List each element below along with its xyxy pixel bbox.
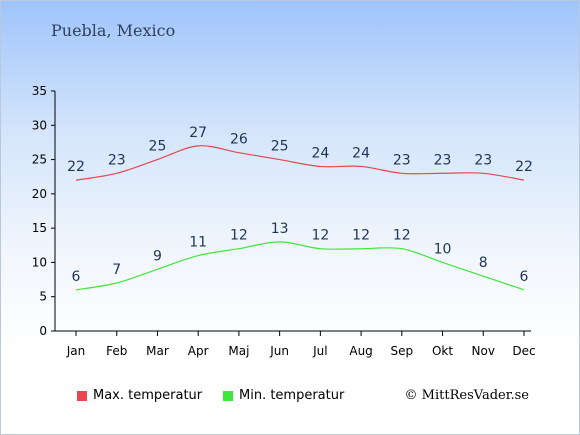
- data-label-min: 9: [153, 248, 162, 264]
- data-label-min: 6: [72, 269, 81, 285]
- y-tick-label: 35: [32, 84, 47, 98]
- y-tick-label: 15: [32, 221, 47, 235]
- data-label-max: 26: [230, 132, 248, 148]
- data-label-min: 11: [189, 235, 207, 251]
- data-label-max: 24: [352, 145, 370, 161]
- x-tick-label: Jul: [312, 344, 327, 358]
- data-label-min: 12: [311, 228, 329, 244]
- data-label-max: 23: [108, 152, 126, 168]
- series-lines: [75, 145, 525, 291]
- data-label-min: 8: [479, 255, 488, 271]
- y-tick-label: 20: [32, 187, 47, 201]
- y-tick-label: 0: [39, 324, 47, 338]
- data-label-max: 22: [67, 159, 85, 175]
- x-tick-label: Mar: [146, 344, 169, 358]
- x-tick-label: Apr: [188, 344, 209, 358]
- x-tick-label: Sep: [391, 344, 414, 358]
- legend-item-min: Min. temperatur: [223, 388, 344, 403]
- x-tick-label: Nov: [472, 344, 495, 358]
- legend-swatch-max: [77, 390, 87, 401]
- x-tick-label: Jun: [269, 344, 289, 358]
- x-tick-label: Aug: [349, 344, 372, 358]
- legend-item-max: Max. temperatur: [77, 388, 202, 403]
- data-labels: 22 23 25 27 26 25 24 24 23 23 23 22 6 7 9 11 12 13 12 12 12 1…: [67, 125, 533, 285]
- data-label-max: 22: [515, 159, 533, 175]
- location-title: Puebla, Mexico: [51, 21, 176, 40]
- x-tick-label: Jan: [66, 344, 86, 358]
- data-label-max: 25: [149, 139, 167, 155]
- data-label-max: 24: [311, 145, 329, 161]
- series-line-min: [75, 241, 525, 291]
- x-tick-label: Okt: [432, 344, 453, 358]
- data-label-max: 23: [393, 152, 411, 168]
- data-label-min: 7: [112, 262, 121, 278]
- data-label-min: 6: [520, 269, 529, 285]
- legend-label-min: Min. temperatur: [239, 388, 345, 403]
- x-tick-label: Feb: [106, 344, 127, 358]
- y-tick-label: 5: [39, 290, 47, 304]
- x-tick-label: Maj: [228, 344, 249, 358]
- chart-axes: 0 5 10 15 20 25 30 35 Jan Feb Mar Apr Maj Jun Jul Aug Se…: [32, 84, 536, 358]
- data-label-min: 12: [230, 228, 248, 244]
- series-line-max: [75, 145, 525, 181]
- data-label-min: 10: [434, 241, 452, 257]
- data-label-max: 25: [271, 139, 289, 155]
- data-label-min: 13: [271, 221, 289, 237]
- y-tick-label: 25: [32, 153, 47, 167]
- data-label-min: 12: [393, 228, 411, 244]
- data-label-max: 27: [189, 125, 207, 141]
- data-label-min: 12: [352, 228, 370, 244]
- legend-label-max: Max. temperatur: [93, 388, 203, 403]
- y-tick-label: 10: [32, 255, 47, 269]
- data-label-max: 23: [434, 152, 452, 168]
- x-tick-label: Dec: [512, 344, 535, 358]
- legend: Max. temperatur Min. temperatur © MittRe…: [1, 388, 579, 408]
- data-label-max: 23: [474, 152, 492, 168]
- y-tick-label: 30: [32, 118, 47, 132]
- legend-swatch-min: [223, 390, 233, 401]
- copyright-text: © MittResVader.se: [404, 388, 529, 403]
